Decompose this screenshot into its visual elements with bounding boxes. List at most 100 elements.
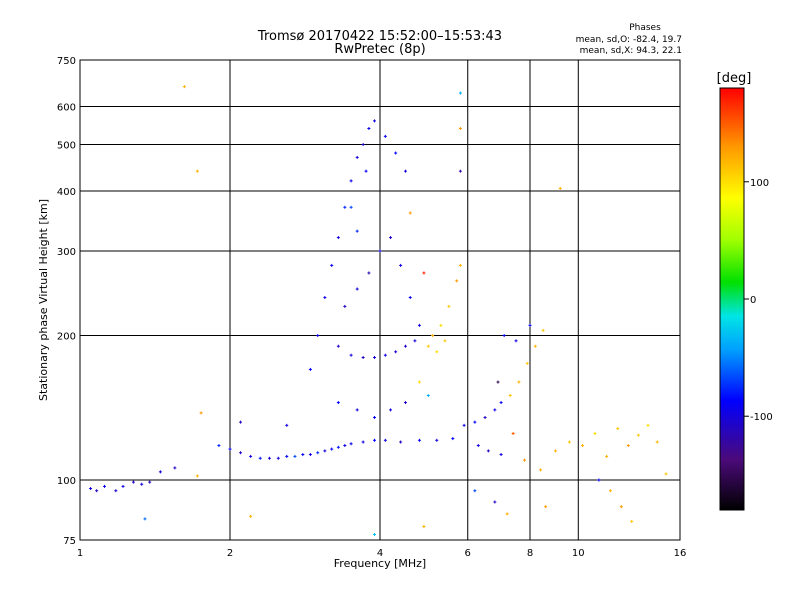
data-point [199,411,203,415]
data-point [473,489,477,493]
data-point [367,126,371,130]
data-point [355,155,359,159]
data-point [597,478,601,482]
data-point [336,445,340,449]
data-point [417,438,421,442]
data-point [431,334,435,338]
x-tick-label: 16 [674,548,687,559]
data-point [336,344,340,348]
data-point [349,442,353,446]
colorbar-tick-label: 100 [750,178,769,189]
data-point [383,134,387,138]
data-point [330,447,334,451]
data-point [439,323,443,327]
data-point [567,440,571,444]
data-point [422,271,426,275]
data-points [89,85,668,537]
data-point [493,500,497,504]
data-point [403,401,407,405]
data-point [458,91,462,95]
data-point [462,423,466,427]
data-point [646,423,650,427]
data-point [514,339,518,343]
data-point [408,296,412,300]
data-point [195,474,199,478]
data-point [630,519,634,523]
data-point [493,408,497,412]
data-point [435,438,439,442]
data-point [394,350,398,354]
data-point [517,380,521,384]
colorbar-tick-label: -100 [750,412,773,423]
data-point [173,466,177,470]
x-axis-label: Frequency [MHz] [334,557,426,570]
data-point [336,236,340,240]
data-point [228,447,232,451]
data-point [502,334,506,338]
data-point [249,454,253,458]
data-point [336,401,340,405]
data-point [364,169,368,173]
data-point [343,205,347,209]
y-tick-label: 500 [57,141,76,152]
data-point [499,401,503,405]
y-tick-label: 400 [57,187,76,198]
colorbar-tick-label: 0 [750,295,756,306]
phases-heading: Phases [629,23,661,33]
data-point [258,456,262,460]
data-point [95,489,99,493]
x-tick-label: 4 [377,548,383,559]
data-point [435,350,439,354]
data-point [276,456,280,460]
data-point [293,454,297,458]
y-tick-label: 300 [57,247,76,258]
data-point [608,489,612,493]
data-point [148,480,152,484]
data-point [525,361,529,365]
data-point [316,451,320,455]
x-axis-ticks: 1 2 4 6 8 10 16 [77,548,687,559]
data-point [403,169,407,173]
data-point [301,453,305,457]
chart-subtitle: RwPretec (8p) [334,42,425,57]
data-point [417,380,421,384]
data-point [383,438,387,442]
data-point [267,456,271,460]
data-point [323,449,327,453]
data-point [508,394,512,398]
data-point [458,169,462,173]
data-point [217,444,221,448]
data-point [140,482,144,486]
data-point [558,186,562,190]
data-point [131,480,135,484]
data-point [361,440,365,444]
data-point [417,323,421,327]
data-point [636,433,640,437]
data-point [616,427,620,431]
data-point [619,505,623,509]
data-point [426,394,430,398]
data-point [655,440,659,444]
data-point [239,451,243,455]
data-point [455,279,459,283]
data-point [505,512,509,516]
y-tick-label: 750 [57,56,76,67]
colorbar [719,87,745,511]
data-point [528,323,532,327]
data-point [511,432,515,436]
data-point [355,408,359,412]
data-point [553,449,557,453]
y-tick-label: 200 [57,332,76,343]
data-point [541,328,545,332]
x-tick-label: 10 [572,548,585,559]
data-point [121,484,125,488]
data-point [349,205,353,209]
data-point [496,380,500,384]
phases-o-line: mean, sd,O: -82.4, 19.7 [576,35,682,45]
data-point [239,420,243,424]
data-point [355,287,359,291]
data-point [308,453,312,457]
data-point [581,444,585,448]
data-point [626,444,630,448]
data-point [373,438,377,442]
